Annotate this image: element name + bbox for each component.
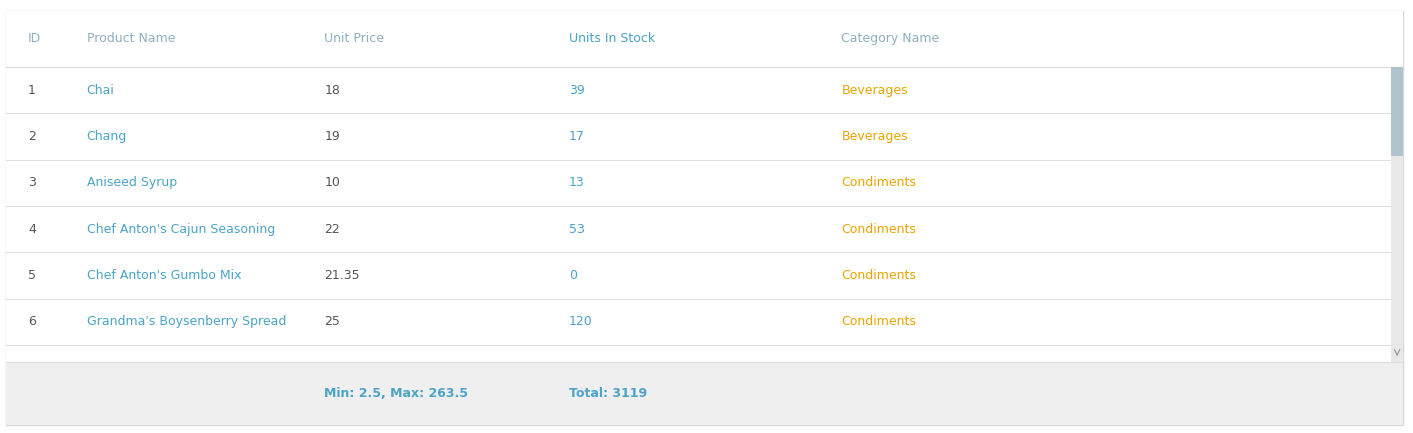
Text: 22: 22 (324, 223, 341, 236)
Text: Min: 2.5, Max: 263.5: Min: 2.5, Max: 263.5 (324, 387, 468, 401)
Bar (1390, 67, 1403, 362)
Bar (6, 11, 1403, 67)
Bar (6, 160, 1403, 206)
Bar (1390, 67, 1403, 156)
Text: Chef Anton's Gumbo Mix: Chef Anton's Gumbo Mix (86, 269, 242, 282)
Text: Condiments: Condiments (841, 223, 916, 236)
Bar (6, 206, 1403, 252)
Text: 19: 19 (324, 130, 341, 143)
Text: 3: 3 (28, 176, 35, 190)
Bar (6, 362, 1403, 425)
Text: Beverages: Beverages (841, 84, 909, 97)
Text: 120: 120 (569, 315, 592, 329)
Text: 39: 39 (569, 84, 585, 97)
Text: Chef Anton's Cajun Seasoning: Chef Anton's Cajun Seasoning (86, 223, 276, 236)
Text: 1: 1 (28, 84, 35, 97)
Text: 4: 4 (28, 223, 35, 236)
Bar (6, 252, 1403, 299)
Text: Condiments: Condiments (841, 176, 916, 190)
Text: ID: ID (28, 32, 41, 45)
Text: 2: 2 (28, 130, 35, 143)
Text: Beverages: Beverages (841, 130, 909, 143)
Text: 53: 53 (569, 223, 585, 236)
Bar (6, 299, 1403, 345)
Text: 18: 18 (324, 84, 341, 97)
Text: Chang: Chang (86, 130, 127, 143)
Text: Units In Stock: Units In Stock (569, 32, 656, 45)
Text: 0: 0 (569, 269, 577, 282)
Text: 6: 6 (28, 315, 35, 329)
Text: Condiments: Condiments (841, 269, 916, 282)
Bar (6, 345, 1403, 362)
Text: Unit Price: Unit Price (324, 32, 384, 45)
Text: Product Name: Product Name (86, 32, 175, 45)
Bar (6, 67, 1403, 113)
Text: Total: 3119: Total: 3119 (569, 387, 647, 401)
Text: 25: 25 (324, 315, 341, 329)
Text: Condiments: Condiments (841, 315, 916, 329)
Text: 5: 5 (28, 269, 35, 282)
Text: Aniseed Syrup: Aniseed Syrup (86, 176, 177, 190)
Text: 13: 13 (569, 176, 585, 190)
Text: Chai: Chai (86, 84, 114, 97)
Bar (6, 113, 1403, 160)
Text: 17: 17 (569, 130, 585, 143)
Text: Grandma's Boysenberry Spread: Grandma's Boysenberry Spread (86, 315, 285, 329)
Text: 21.35: 21.35 (324, 269, 360, 282)
Text: 10: 10 (324, 176, 341, 190)
Text: Category Name: Category Name (841, 32, 940, 45)
